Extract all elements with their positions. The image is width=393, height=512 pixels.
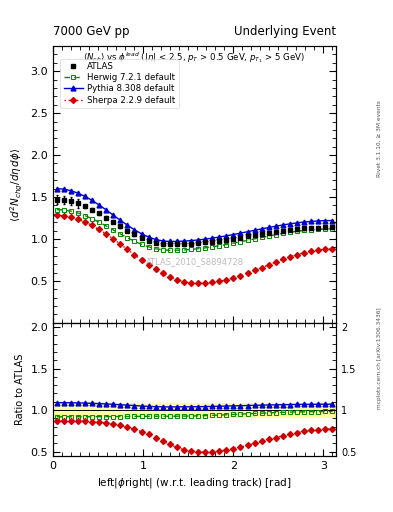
Y-axis label: $\langle d^2 N_{chg}/d\eta\,d\phi \rangle$: $\langle d^2 N_{chg}/d\eta\,d\phi \rangl… <box>9 147 25 222</box>
X-axis label: left|$\phi$right| (w.r.t. leading track) [rad]: left|$\phi$right| (w.r.t. leading track)… <box>97 476 292 490</box>
Bar <box>53 403 336 417</box>
Text: mcplots.cern.ch [arXiv:1306.3436]: mcplots.cern.ch [arXiv:1306.3436] <box>377 308 382 409</box>
Y-axis label: Ratio to ATLAS: Ratio to ATLAS <box>15 354 25 425</box>
Text: $\langle N_{ch}\rangle$ vs $\phi^{lead}$ ($|\eta|$ < 2.5, $p_T$ > 0.5 GeV, $p_{T: $\langle N_{ch}\rangle$ vs $\phi^{lead}$… <box>83 50 306 65</box>
Legend: ATLAS, Herwig 7.2.1 default, Pythia 8.308 default, Sherpa 2.2.9 default: ATLAS, Herwig 7.2.1 default, Pythia 8.30… <box>60 59 178 108</box>
Text: 7000 GeV pp: 7000 GeV pp <box>53 26 130 38</box>
Text: Underlying Event: Underlying Event <box>234 26 336 38</box>
Text: ATLAS_2010_S8894728: ATLAS_2010_S8894728 <box>145 258 244 266</box>
Text: Rivet 3.1.10, ≥ 3M events: Rivet 3.1.10, ≥ 3M events <box>377 100 382 177</box>
